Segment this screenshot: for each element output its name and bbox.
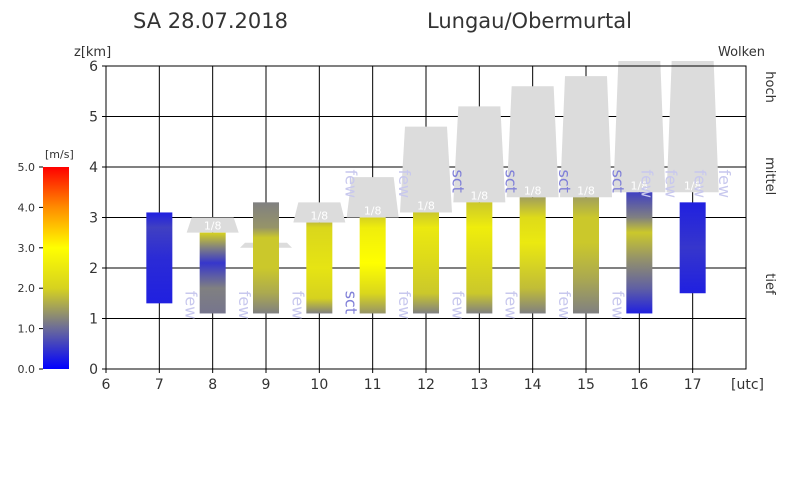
y-tick-label: 5 <box>89 110 98 126</box>
colorbar-tick-label: 4.0 <box>18 201 36 214</box>
cover-label-low: few <box>448 291 467 320</box>
colorbar-unit: [m/s] <box>45 148 74 161</box>
cloud-layer-label: hoch <box>762 71 777 103</box>
cloud-layer-label: mittel <box>762 157 777 195</box>
x-tick-label: 11 <box>364 377 382 393</box>
updraft-column-7 <box>146 212 173 304</box>
colorbar-tick-label: 1.0 <box>18 323 36 336</box>
updraft-column-16 <box>626 192 653 314</box>
cloud-oktas-label: 1/8 <box>524 184 542 197</box>
updraft-column-17 <box>679 202 706 294</box>
cover-label-low: few <box>555 291 574 320</box>
cloud-12 <box>400 126 452 213</box>
x-axis-unit: [utc] <box>731 377 764 393</box>
x-tick-label: 9 <box>262 377 271 393</box>
updraft-columns <box>146 192 706 314</box>
cover-label-mid: few <box>342 170 361 199</box>
cloud-oktas-label: 1/8 <box>417 199 435 212</box>
cover-label-mid: sct <box>502 170 521 193</box>
colorbar-tick-label: 5.0 <box>18 161 36 174</box>
cloud-oktas-label: 1/8 <box>577 184 595 197</box>
updraft-column-15 <box>573 197 599 314</box>
cover-label-mid: sct <box>608 170 627 193</box>
y-tick-label: 3 <box>89 211 98 227</box>
cloud-17 <box>666 60 719 193</box>
x-tick-label: 16 <box>630 377 648 393</box>
updraft-column-13 <box>466 202 493 314</box>
x-tick-label: 8 <box>208 377 217 393</box>
cover-label-high: few <box>637 170 656 199</box>
colorbar-tick-label: 0.0 <box>18 363 36 376</box>
y-tick-label: 2 <box>89 261 98 277</box>
x-tick-label: 15 <box>577 377 595 393</box>
cloud-layer-header: Wolken <box>718 45 765 60</box>
cover-label-mid: few <box>662 170 681 199</box>
cover-label-low: few <box>395 291 414 320</box>
cloud-oktas-label: 1/8 <box>310 210 328 223</box>
cloud-13 <box>453 106 506 203</box>
cloud-oktas-label: 1/8 <box>204 220 222 233</box>
date-title: SA 28.07.2018 <box>133 9 288 33</box>
region-title: Lungau/Obermurtal <box>427 9 632 33</box>
updraft-column-11 <box>359 217 386 314</box>
cloud-16 <box>613 60 666 193</box>
y-tick-label: 0 <box>89 362 98 378</box>
cloud-11 <box>346 177 399 218</box>
cloud-oktas-label: 1/8 <box>630 179 648 192</box>
updraft-column-12 <box>413 212 439 314</box>
cover-label-mid: sct <box>555 170 574 193</box>
y-tick-label: 4 <box>89 160 98 176</box>
cloud-layer-label: tief <box>762 273 777 295</box>
cover-label-mid: few <box>395 170 414 199</box>
cover-label-mid: sct <box>448 170 467 193</box>
colorbar-tick-label: 3.0 <box>18 242 36 255</box>
cloud-oktas-label: 1/8 <box>684 179 702 192</box>
cloud-15 <box>560 76 612 198</box>
cloud-cover-labels: few few few sctfewfewfewfewsctfewsctfewsctf… <box>182 170 734 320</box>
x-tick-label: 7 <box>155 377 164 393</box>
y-tick-label: 1 <box>89 312 98 328</box>
cloud-oktas-label: 1/8 <box>364 205 382 218</box>
cover-label-low: few <box>182 291 201 320</box>
colorbar-scale <box>43 167 69 369</box>
cover-label-low: sct <box>342 291 361 314</box>
updraft-column-9 <box>253 202 279 314</box>
x-tick-label: 12 <box>417 377 435 393</box>
updraft-column-8 <box>199 232 226 314</box>
cloud-10 <box>293 202 346 223</box>
cover-label-low: few <box>235 291 254 320</box>
colorbar: [m/s] 0.0 1.0 2.0 3.0 4.0 5.0 <box>18 148 74 376</box>
x-tick-label: 6 <box>102 377 111 393</box>
cover-label-low: few <box>608 291 627 320</box>
cover-label-low: few <box>288 291 307 320</box>
x-tick-label: 17 <box>684 377 702 393</box>
x-tick-label: 14 <box>524 377 542 393</box>
y-tick-label: 6 <box>89 59 98 75</box>
x-tick-label: 10 <box>310 377 328 393</box>
cover-label-high: few <box>691 170 710 199</box>
clouds: 1/81/81/81/81/81/81/81/81/81/8 <box>186 60 719 248</box>
colorbar-tick-label: 2.0 <box>18 282 36 295</box>
x-tick-label: 13 <box>470 377 488 393</box>
updraft-column-10 <box>306 222 333 314</box>
cloud-8 <box>186 217 239 233</box>
cloud-oktas-label: 1/8 <box>470 189 488 202</box>
cover-label-mid: few <box>715 170 734 199</box>
cover-label-low: few <box>502 291 521 320</box>
updraft-column-14 <box>519 197 546 314</box>
cloud-14 <box>506 86 559 198</box>
y-axis-unit: z[km] <box>74 45 111 60</box>
